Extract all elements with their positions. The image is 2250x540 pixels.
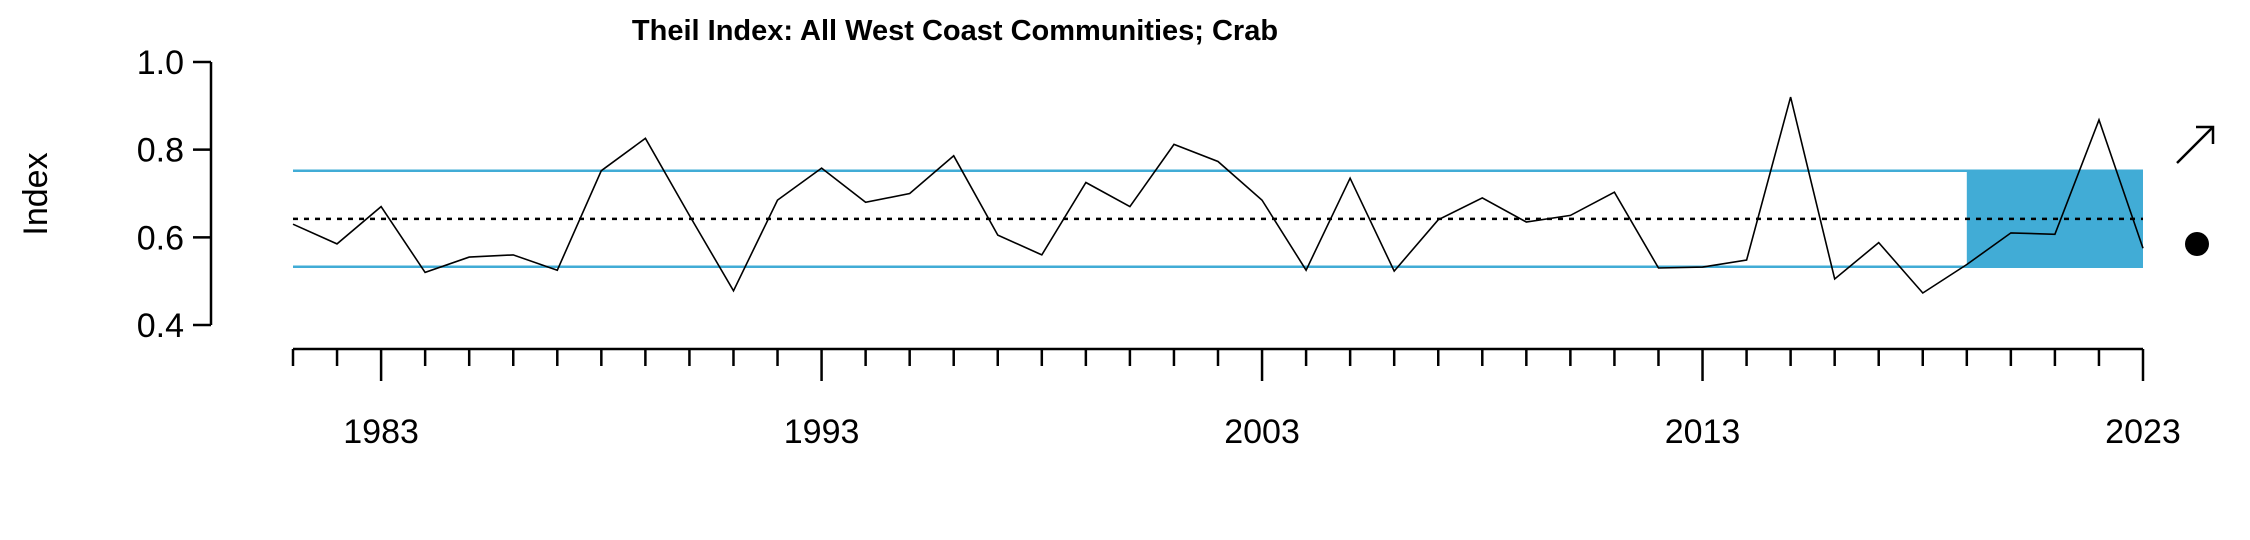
chart-title: Theil Index: All West Coast Communities;… bbox=[632, 15, 1278, 47]
y-axis-label: Index bbox=[17, 152, 55, 235]
x-tick-label: 2023 bbox=[2105, 413, 2181, 451]
x-tick-label: 1983 bbox=[343, 413, 419, 451]
y-tick-label: 0.6 bbox=[137, 219, 184, 257]
trend-arrow-icon bbox=[2176, 127, 2213, 164]
trend-arrow-head-icon bbox=[2196, 125, 2215, 144]
y-tick-label: 0.8 bbox=[137, 132, 184, 170]
x-tick-label: 2003 bbox=[1224, 413, 1300, 451]
y-tick-label: 1.0 bbox=[137, 44, 184, 82]
y-tick-label: 0.4 bbox=[137, 307, 184, 345]
mean-status-dot-icon bbox=[2185, 232, 2209, 256]
series-line bbox=[292, 96, 2144, 295]
plot-area: 0.4 0.6 0.8 1.0 1983 1993 2003 2013 2023 bbox=[137, 44, 2215, 451]
x-tick-label: 2013 bbox=[1665, 413, 1741, 451]
x-tick-label: 1993 bbox=[784, 413, 860, 451]
